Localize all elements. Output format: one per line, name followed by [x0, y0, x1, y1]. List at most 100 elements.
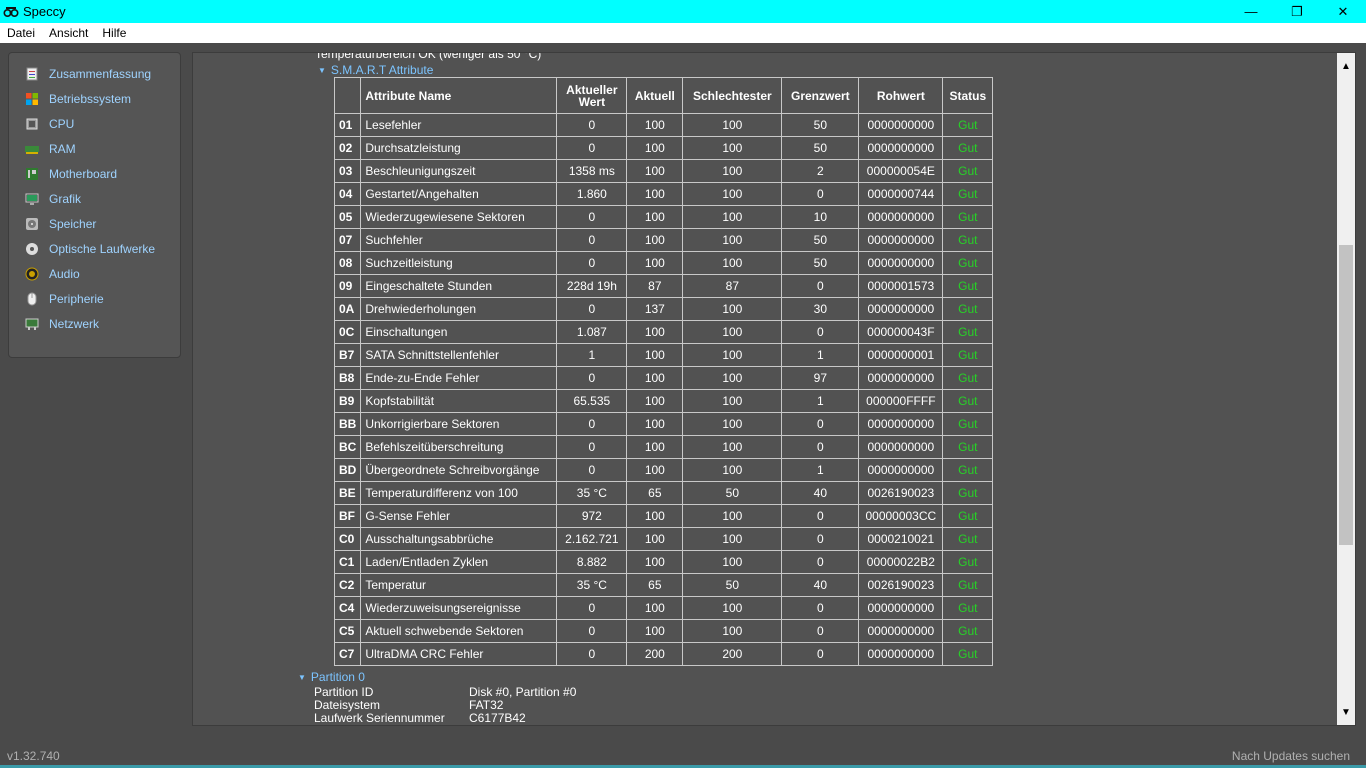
sidebar-item-netzwerk[interactable]: Netzwerk [25, 314, 99, 334]
cell-status: Gut [942, 251, 994, 275]
cell-cur: 0 [556, 205, 628, 229]
cell-akt: 100 [626, 182, 684, 206]
cell-thr: 10 [781, 205, 860, 229]
cell-status: Gut [942, 435, 994, 459]
cell-akt: 65 [626, 481, 684, 505]
cell-raw: 0000000001 [858, 343, 944, 367]
sidebar-item-betriebssystem[interactable]: Betriebssystem [25, 89, 131, 109]
cell-name: Durchsatzleistung [360, 136, 558, 160]
vertical-scrollbar[interactable]: ▲ ▼ [1337, 53, 1355, 725]
cell-status: Gut [942, 113, 994, 137]
cell-id: 08 [333, 251, 362, 275]
table-row: BB Unkorrigierbare Sektoren 0 100 100 0 000000… [333, 412, 994, 436]
table-row: 05 Wiederzugewiesene Sektoren 0 100 100 10 000… [333, 205, 994, 229]
menu-ansicht[interactable]: Ansicht [49, 26, 89, 40]
table-row: 03 Beschleunigungszeit 1358 ms 100 100 2 00000… [333, 159, 994, 183]
menu-bar: Datei Ansicht Hilfe [0, 23, 1366, 43]
cell-akt: 100 [626, 550, 684, 574]
cell-raw: 0000210021 [858, 527, 944, 551]
cell-name: SATA Schnittstellenfehler [360, 343, 558, 367]
cell-cur: 35 °C [556, 573, 628, 597]
cell-id: 07 [333, 228, 362, 252]
sidebar-item-label: Grafik [49, 192, 82, 206]
cell-raw: 00000003CC [858, 504, 944, 528]
cell-cur: 0 [556, 412, 628, 436]
cell-status: Gut [942, 136, 994, 160]
cell-cur: 2.162.721 [556, 527, 628, 551]
window-title: Speccy [23, 4, 66, 19]
cell-id: BF [333, 504, 362, 528]
sidebar-item-optische-laufwerke[interactable]: Optische Laufwerke [25, 239, 155, 259]
cell-cur: 0 [556, 297, 628, 321]
cell-worst: 100 [682, 228, 783, 252]
sidebar-item-ram[interactable]: RAM [25, 139, 76, 159]
sidebar-item-zusammenfassung[interactable]: Zusammenfassung [25, 64, 151, 84]
cell-akt: 100 [626, 619, 684, 643]
cell-name: Temperatur [360, 573, 558, 597]
cell-cur: 972 [556, 504, 628, 528]
table-header-row: Attribute Name Aktueller Wert Aktuell Sch… [333, 77, 994, 114]
cell-id: C5 [333, 619, 362, 643]
smart-table-body: 01 Lesefehler 0 100 100 50 0000000000 Gut 02 Durc… [333, 113, 994, 666]
cell-name: Eingeschaltete Stunden [360, 274, 558, 298]
cell-cur: 1 [556, 343, 628, 367]
table-row: 08 Suchzeitleistung 0 100 100 50 0000000000 Gut [333, 251, 994, 275]
cell-name: Laden/Entladen Zyklen [360, 550, 558, 574]
sidebar-item-grafik[interactable]: Grafik [25, 189, 81, 209]
temperature-range-text: Temperaturbereich OK (weniger als 50 °C) [315, 52, 542, 61]
cell-cur: 0 [556, 136, 628, 160]
cell-id: 04 [333, 182, 362, 206]
hdd-icon [26, 218, 38, 230]
menu-hilfe[interactable]: Hilfe [102, 26, 127, 40]
menu-datei[interactable]: Datei [7, 26, 36, 40]
close-button[interactable]: ✕ [1320, 0, 1366, 23]
sidebar-item-audio[interactable]: Audio [25, 264, 80, 284]
scrollbar-thumb[interactable] [1339, 245, 1353, 545]
minimize-button[interactable]: — [1228, 0, 1274, 23]
sidebar-item-speicher[interactable]: Speicher [25, 214, 96, 234]
sidebar-item-peripherie[interactable]: Peripherie [25, 289, 104, 309]
cell-worst: 100 [682, 412, 783, 436]
cell-raw: 0000000000 [858, 458, 944, 482]
smart-section-toggle[interactable]: ▼ S.M.A.R.T Attribute [318, 63, 433, 77]
cell-cur: 0 [556, 366, 628, 390]
sidebar-item-label: CPU [49, 117, 75, 131]
sidebar-item-motherboard[interactable]: Motherboard [25, 164, 117, 184]
scroll-down-arrow-icon[interactable]: ▼ [1341, 706, 1351, 718]
partition-section-toggle[interactable]: ▼ Partition 0 [298, 670, 365, 684]
cell-raw: 0000000000 [858, 251, 944, 275]
cell-status: Gut [942, 504, 994, 528]
table-row: C1 Laden/Entladen Zyklen 8.882 100 100 0 00000… [333, 550, 994, 574]
cell-akt: 100 [626, 159, 684, 183]
cell-worst: 100 [682, 136, 783, 160]
cell-worst: 100 [682, 320, 783, 344]
cell-thr: 0 [781, 274, 860, 298]
close-icon: ✕ [1337, 3, 1349, 19]
partition-row: Partition ID Disk #0, Partition #0 [314, 685, 576, 699]
cell-name: Lesefehler [360, 113, 558, 137]
cell-cur: 65.535 [556, 389, 628, 413]
cell-cur: 0 [556, 228, 628, 252]
cell-raw: 000000054E [858, 159, 944, 183]
cell-thr: 1 [781, 389, 860, 413]
cell-id: 0C [333, 320, 362, 344]
cell-thr: 0 [781, 596, 860, 620]
cell-raw: 0000000000 [858, 136, 944, 160]
cell-name: Übergeordnete Schreibvorgänge [360, 458, 558, 482]
cell-thr: 50 [781, 228, 860, 252]
smart-attributes-table: Attribute Name Aktueller Wert Aktuell Sch… [333, 77, 994, 666]
restore-icon: ❐ [1291, 3, 1303, 19]
scroll-up-arrow-icon[interactable]: ▲ [1341, 60, 1351, 72]
sidebar-item-label: Zusammenfassung [49, 67, 152, 81]
cell-cur: 0 [556, 435, 628, 459]
sidebar-item-cpu[interactable]: CPU [25, 114, 74, 134]
partition-key: Partition ID [314, 685, 374, 699]
sidebar-item-label: Netzwerk [49, 317, 100, 331]
cell-thr: 0 [781, 642, 860, 666]
table-row: C5 Aktuell schwebende Sektoren 0 100 100 0 000… [333, 619, 994, 643]
cell-worst: 100 [682, 297, 783, 321]
check-updates-link[interactable]: Nach Updates suchen [1231, 749, 1350, 763]
version-label: v1.32.740 [7, 749, 60, 763]
cell-cur: 8.882 [556, 550, 628, 574]
restore-button[interactable]: ❐ [1274, 0, 1320, 23]
